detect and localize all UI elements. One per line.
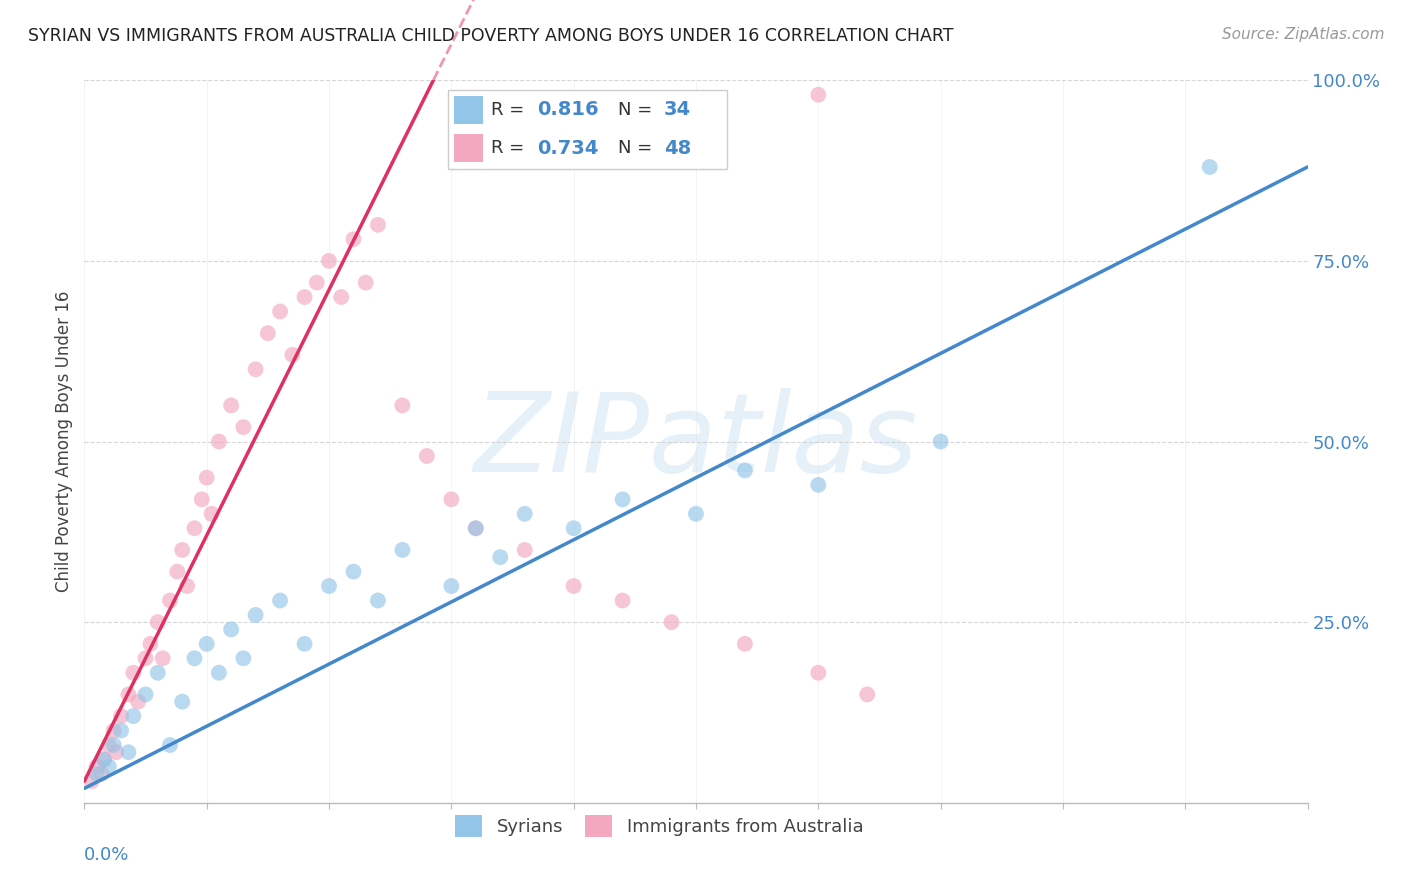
Point	[294, 290, 316, 304]
Point	[105, 745, 128, 759]
Point	[86, 760, 108, 774]
Point	[200, 507, 222, 521]
Point	[80, 774, 103, 789]
Point	[807, 478, 830, 492]
Point	[661, 615, 683, 630]
Point	[195, 470, 218, 484]
Point	[612, 593, 634, 607]
Point	[367, 218, 389, 232]
Point	[257, 326, 280, 340]
Text: Source: ZipAtlas.com: Source: ZipAtlas.com	[1222, 27, 1385, 42]
Point	[685, 507, 707, 521]
Point	[159, 593, 181, 607]
Legend: Syrians, Immigrants from Australia: Syrians, Immigrants from Australia	[449, 808, 870, 845]
Point	[146, 665, 169, 680]
Point	[183, 521, 205, 535]
Text: 0.0%: 0.0%	[84, 847, 129, 864]
Point	[208, 665, 231, 680]
Point	[166, 565, 188, 579]
Point	[139, 637, 162, 651]
Point	[489, 550, 512, 565]
Point	[245, 362, 267, 376]
Point	[232, 651, 254, 665]
Point	[172, 695, 194, 709]
Point	[97, 738, 120, 752]
Point	[103, 738, 125, 752]
Point	[135, 687, 157, 701]
Point	[176, 579, 198, 593]
Text: ZIPatlas: ZIPatlas	[474, 388, 918, 495]
Point	[183, 651, 205, 665]
Point	[305, 276, 328, 290]
Point	[172, 542, 194, 557]
Point	[195, 637, 218, 651]
Point	[281, 348, 304, 362]
Point	[97, 760, 120, 774]
Point	[1198, 160, 1220, 174]
Point	[127, 695, 149, 709]
Point	[416, 449, 439, 463]
Point	[110, 723, 132, 738]
Point	[219, 623, 242, 637]
Point	[90, 767, 112, 781]
Y-axis label: Child Poverty Among Boys Under 16: Child Poverty Among Boys Under 16	[55, 291, 73, 592]
Point	[86, 767, 108, 781]
Point	[93, 752, 115, 766]
Point	[294, 637, 316, 651]
Point	[110, 709, 132, 723]
Point	[562, 521, 585, 535]
Point	[117, 745, 139, 759]
Point	[219, 398, 242, 412]
Point	[117, 687, 139, 701]
Point	[103, 723, 125, 738]
Point	[318, 253, 340, 268]
Point	[513, 542, 536, 557]
Point	[367, 593, 389, 607]
Point	[929, 434, 952, 449]
Point	[122, 709, 145, 723]
Point	[513, 507, 536, 521]
Point	[159, 738, 181, 752]
Point	[208, 434, 231, 449]
Point	[562, 579, 585, 593]
Point	[122, 665, 145, 680]
Text: SYRIAN VS IMMIGRANTS FROM AUSTRALIA CHILD POVERTY AMONG BOYS UNDER 16 CORRELATIO: SYRIAN VS IMMIGRANTS FROM AUSTRALIA CHIL…	[28, 27, 953, 45]
Point	[135, 651, 157, 665]
Point	[440, 492, 463, 507]
Point	[269, 593, 291, 607]
Point	[856, 687, 879, 701]
Point	[391, 398, 413, 412]
Point	[93, 752, 115, 766]
Point	[440, 579, 463, 593]
Point	[354, 276, 377, 290]
Point	[807, 87, 830, 102]
Point	[612, 492, 634, 507]
Point	[807, 665, 830, 680]
Point	[342, 232, 364, 246]
Point	[734, 637, 756, 651]
Point	[245, 607, 267, 622]
Point	[464, 521, 486, 535]
Point	[734, 463, 756, 477]
Point	[232, 420, 254, 434]
Point	[146, 615, 169, 630]
Point	[330, 290, 353, 304]
Point	[191, 492, 214, 507]
Point	[318, 579, 340, 593]
Point	[464, 521, 486, 535]
Point	[269, 304, 291, 318]
Point	[391, 542, 413, 557]
Point	[152, 651, 174, 665]
Point	[342, 565, 364, 579]
